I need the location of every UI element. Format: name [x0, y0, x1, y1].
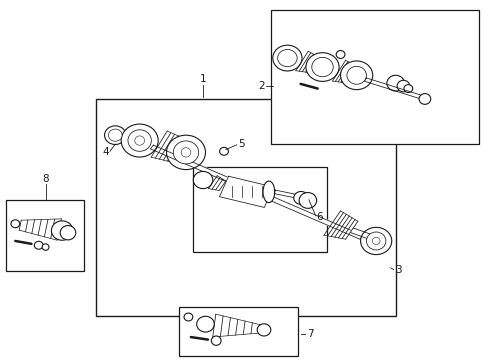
- Text: 6: 6: [316, 212, 323, 221]
- Text: 8: 8: [42, 174, 49, 184]
- Bar: [5, 200, 83, 271]
- Ellipse shape: [60, 226, 76, 240]
- Ellipse shape: [104, 126, 126, 144]
- Ellipse shape: [311, 57, 332, 77]
- Ellipse shape: [108, 129, 122, 141]
- Bar: [271, 10, 478, 144]
- Ellipse shape: [335, 50, 344, 58]
- Ellipse shape: [219, 147, 228, 155]
- Ellipse shape: [183, 313, 192, 321]
- Ellipse shape: [403, 85, 412, 93]
- Ellipse shape: [396, 80, 409, 92]
- Ellipse shape: [51, 221, 73, 240]
- Text: 5: 5: [238, 139, 245, 149]
- Ellipse shape: [366, 232, 385, 250]
- Text: 1: 1: [199, 74, 206, 84]
- Ellipse shape: [196, 316, 214, 332]
- Ellipse shape: [418, 94, 430, 104]
- Bar: [178, 307, 298, 356]
- Polygon shape: [349, 228, 374, 240]
- Polygon shape: [273, 190, 296, 198]
- Bar: [96, 99, 395, 316]
- Ellipse shape: [193, 171, 212, 189]
- Polygon shape: [364, 78, 423, 99]
- Ellipse shape: [135, 136, 144, 145]
- Ellipse shape: [257, 324, 270, 336]
- Ellipse shape: [211, 336, 221, 345]
- Bar: [193, 167, 327, 252]
- Ellipse shape: [340, 61, 372, 90]
- Ellipse shape: [263, 181, 274, 203]
- Text: 3: 3: [394, 265, 401, 275]
- Ellipse shape: [121, 124, 158, 157]
- Ellipse shape: [166, 135, 205, 170]
- Ellipse shape: [181, 148, 190, 157]
- Text: 2: 2: [258, 81, 264, 91]
- Ellipse shape: [305, 53, 338, 81]
- Text: 7: 7: [306, 329, 313, 339]
- Ellipse shape: [386, 75, 404, 91]
- Polygon shape: [219, 176, 273, 207]
- Ellipse shape: [173, 141, 198, 164]
- Ellipse shape: [371, 237, 379, 244]
- Ellipse shape: [34, 241, 43, 249]
- Ellipse shape: [299, 193, 316, 208]
- Polygon shape: [150, 145, 362, 239]
- Ellipse shape: [128, 130, 151, 151]
- Ellipse shape: [42, 244, 49, 250]
- Ellipse shape: [346, 66, 366, 84]
- Ellipse shape: [360, 227, 391, 255]
- Ellipse shape: [293, 192, 308, 204]
- Ellipse shape: [11, 220, 20, 228]
- Ellipse shape: [277, 49, 297, 67]
- Text: 4: 4: [102, 147, 109, 157]
- Ellipse shape: [272, 45, 302, 71]
